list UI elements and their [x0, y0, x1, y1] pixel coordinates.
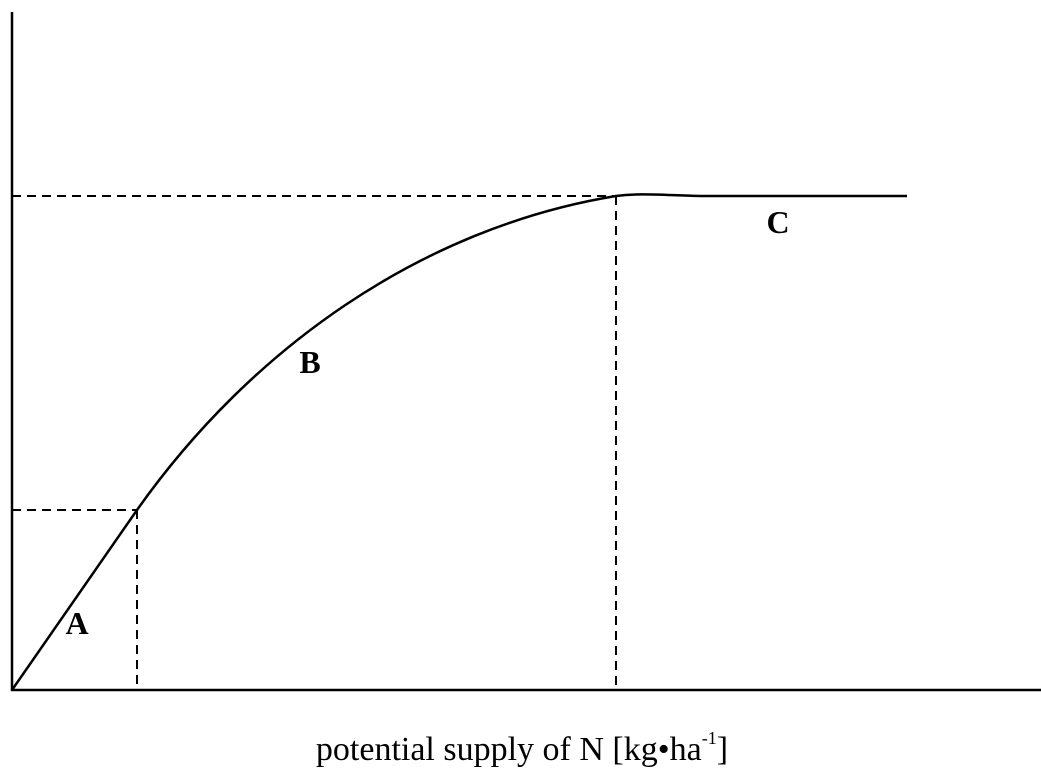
x-axis-label-close: ]	[717, 731, 728, 767]
segment-label: B	[299, 344, 320, 380]
x-axis-label-superscript: -1	[702, 728, 717, 748]
guide-lines	[12, 195, 617, 690]
segment-label: C	[766, 204, 789, 240]
segment-label: A	[65, 605, 88, 641]
x-axis-label-text: potential supply of N [kg•ha	[316, 731, 702, 767]
response-curve	[10, 193, 907, 691]
x-axis-label: potential supply of N [kg•ha-1]	[316, 728, 728, 767]
